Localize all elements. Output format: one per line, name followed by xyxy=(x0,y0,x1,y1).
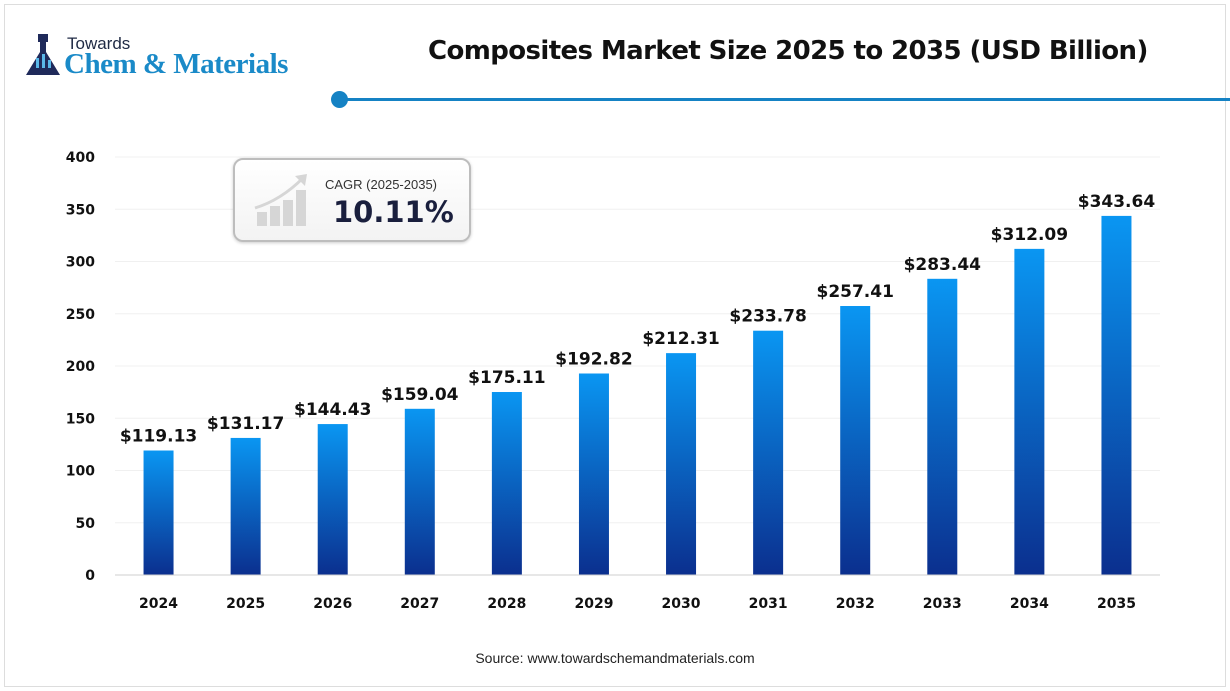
x-tick-label: 2031 xyxy=(749,596,788,612)
bar-2025 xyxy=(230,437,261,575)
x-tick-label: 2029 xyxy=(574,596,613,612)
data-label: $257.41 xyxy=(816,282,893,302)
x-tick-label: 2034 xyxy=(1010,596,1049,612)
cagr-label: CAGR (2025-2035) xyxy=(325,177,437,192)
x-tick-label: 2033 xyxy=(923,596,962,612)
bar-2030 xyxy=(666,353,697,575)
y-tick-label: 0 xyxy=(85,568,95,584)
cagr-box: CAGR (2025-2035) 10.11% xyxy=(233,158,471,242)
logo-towards: Towards xyxy=(67,34,131,53)
bar-2035 xyxy=(1101,215,1132,576)
data-label: $119.13 xyxy=(120,427,197,447)
data-label: $131.17 xyxy=(207,414,284,434)
data-label: $343.64 xyxy=(1078,192,1156,212)
bar-2032 xyxy=(840,306,871,575)
flask-logo-icon xyxy=(26,34,60,75)
bar-2026 xyxy=(317,424,348,575)
y-tick-label: 250 xyxy=(66,307,95,323)
bar-2027 xyxy=(404,408,435,575)
growth-chart-icon xyxy=(254,174,307,226)
y-tick-label: 150 xyxy=(66,411,95,427)
bar-2028 xyxy=(491,392,522,575)
bar-2029 xyxy=(578,373,609,575)
data-label: $233.78 xyxy=(729,307,806,327)
cagr-value: 10.11% xyxy=(333,195,454,229)
data-label: $175.11 xyxy=(468,368,545,388)
x-tick-label: 2027 xyxy=(400,596,439,612)
x-tick-label: 2024 xyxy=(139,596,178,612)
data-label: $212.31 xyxy=(642,329,719,349)
title-rule-dot xyxy=(331,91,348,108)
x-tick-label: 2032 xyxy=(836,596,875,612)
title-rule xyxy=(340,98,1230,101)
data-label: $283.44 xyxy=(904,255,982,275)
bar-2024 xyxy=(143,450,174,575)
y-tick-label: 50 xyxy=(76,516,96,532)
x-tick-label: 2035 xyxy=(1097,596,1136,612)
data-label: $192.82 xyxy=(555,350,632,370)
x-tick-label: 2026 xyxy=(313,596,352,612)
frame xyxy=(4,4,1226,687)
x-tick-label: 2028 xyxy=(487,596,526,612)
data-label: $159.04 xyxy=(381,385,459,405)
y-tick-label: 200 xyxy=(66,359,95,375)
bar-2031 xyxy=(753,330,784,575)
logo-brand: Chem & Materials xyxy=(64,48,288,80)
bar-2034 xyxy=(1014,248,1045,575)
data-label: $312.09 xyxy=(991,225,1068,245)
x-tick-label: 2025 xyxy=(226,596,265,612)
source-text: Source: www.towardschemandmaterials.com xyxy=(475,650,755,666)
y-tick-label: 100 xyxy=(66,464,95,480)
y-tick-label: 300 xyxy=(66,255,95,271)
bar-2033 xyxy=(927,278,958,575)
chart-title: Composites Market Size 2025 to 2035 (USD… xyxy=(428,36,1148,66)
y-tick-label: 400 xyxy=(66,150,95,166)
data-label: $144.43 xyxy=(294,400,371,420)
y-tick-label: 350 xyxy=(66,202,95,218)
x-tick-label: 2030 xyxy=(662,596,701,612)
